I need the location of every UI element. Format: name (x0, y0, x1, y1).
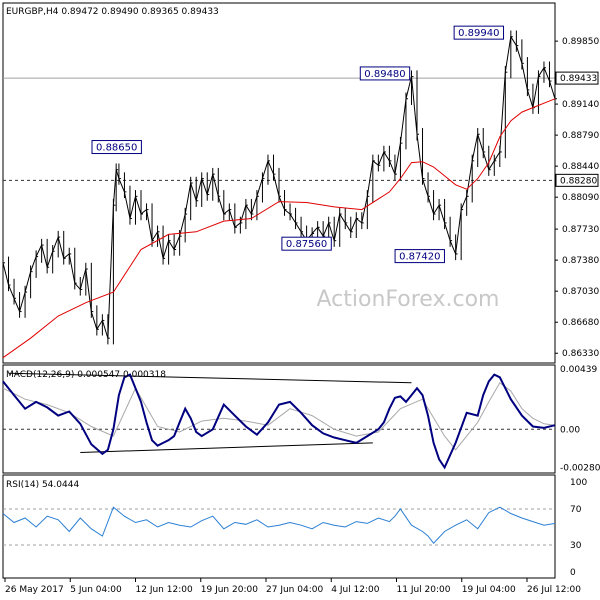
annotation-label: 0.87560 (286, 239, 327, 250)
x-tick-label: 26 May 2017 (5, 585, 64, 595)
price-y-tick-label: 0.87030 (562, 287, 599, 297)
price-annotations: 0.88650 0.87560 0.89480 0.87420 0.89940 (91, 25, 505, 264)
rsi-series-group (2, 506, 556, 546)
annotation-box (394, 249, 445, 264)
macd-trendline (80, 442, 373, 453)
annotation-label: 0.89940 (458, 28, 499, 39)
x-tick-label: 11 Jul 20:00 (397, 585, 451, 595)
rsi-y-tick-label: 100 (570, 478, 587, 488)
price-y-tick-label: 0.88440 (562, 162, 599, 172)
annotation-box (359, 66, 411, 81)
current-price-badge-text: 0.89433 (560, 74, 597, 84)
current-price-badge-box (555, 71, 599, 85)
price-y-tick-label: 0.89140 (562, 100, 599, 110)
x-tick-label: 4 Jul 12:00 (331, 585, 380, 595)
price-y-tick-label: 0.87380 (562, 256, 599, 266)
x-tick-label: 5 Jun 04:00 (70, 585, 122, 595)
watermark: ActionForex.com (317, 287, 500, 312)
level-badge-box (555, 173, 599, 187)
y-axis-labels: 0.89850 0.89140 0.88790 0.88440 0.88090 0.877… (555, 37, 600, 578)
annotation-box (91, 140, 142, 155)
macd-series-group (2, 372, 556, 470)
x-tick-label: 19 Jul 04:00 (462, 585, 516, 595)
x-tick-label: 19 Jun 20:00 (201, 585, 258, 595)
macd-label: MACD(12,26,9) 0.000547 0.000318 (6, 370, 166, 380)
price-y-tick-label: 0.88090 (562, 193, 599, 203)
rsi-y-tick-label: 70 (570, 505, 582, 515)
chart-header: EURGBP,H4 0.89472 0.89490 0.89365 0.8943… (6, 7, 219, 17)
rsi-y-tick-label: 30 (570, 541, 582, 551)
annotation-box (453, 25, 505, 40)
moving-average-line (2, 98, 556, 359)
price-y-tick-label: 0.87730 (562, 225, 599, 235)
macd-line (2, 373, 556, 470)
price-y-tick-label: 0.86330 (562, 349, 599, 359)
price-close-line (2, 35, 556, 339)
macd-y-tick-label: -0.002805 (560, 464, 600, 474)
x-tick-label: 27 Jun 04:00 (266, 585, 323, 595)
annotation-label: 0.89480 (364, 69, 405, 80)
annotation-label: 0.88650 (96, 143, 137, 154)
rsi-y-tick-label: 0 (570, 568, 576, 578)
macd-y-tick-label: 0.00439 (560, 365, 597, 375)
rsi-line (2, 506, 556, 544)
price-y-tick-label: 0.86680 (562, 318, 599, 328)
x-tick-label: 26 Jul 12:00 (527, 585, 581, 595)
rsi-panel-frame (2, 474, 556, 579)
price-y-tick-label: 0.88790 (562, 131, 599, 141)
x-tick-label: 12 Jun 12:00 (136, 585, 193, 595)
macd-panel-frame (2, 364, 556, 474)
price-y-tick-label: 0.89850 (562, 37, 599, 47)
macd-signal-line (2, 382, 556, 451)
x-axis-labels: 26 May 2017 5 Jun 04:00 12 Jun 12:00 19 Jun… (4, 578, 581, 595)
macd-trendline (8, 372, 412, 384)
price-series-group (2, 30, 557, 359)
rsi-label: RSI(14) 54.0444 (6, 480, 79, 490)
macd-y-tick-label: 0.00 (560, 425, 580, 435)
annotation-box (281, 236, 332, 251)
annotation-label: 0.87420 (399, 252, 440, 263)
level-badge-text: 0.88280 (560, 176, 597, 186)
